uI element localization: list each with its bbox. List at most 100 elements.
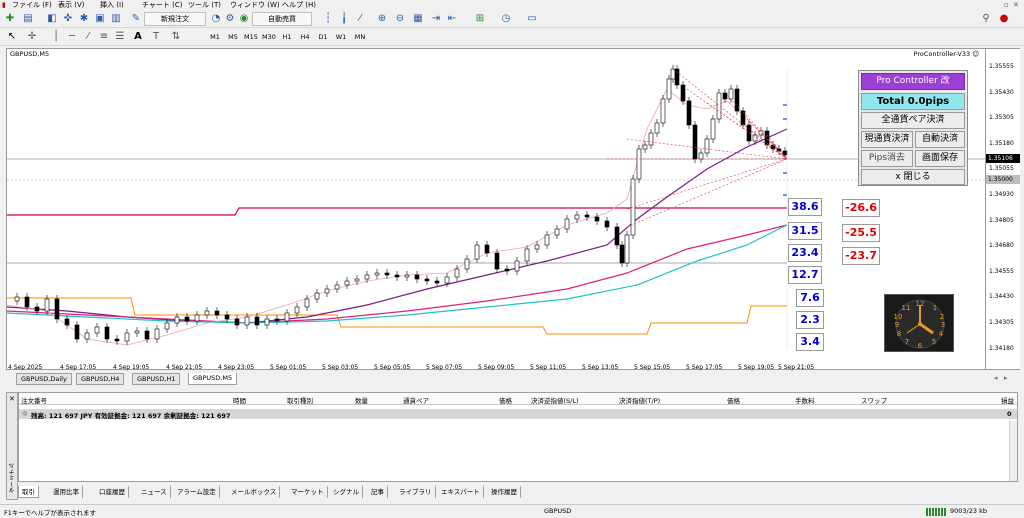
- vertical-line-icon[interactable]: │: [52, 31, 60, 42]
- col-current-price[interactable]: 価格: [727, 397, 740, 405]
- save-screen-button[interactable]: 画面保存: [915, 150, 965, 167]
- col-swap[interactable]: スワップ: [861, 397, 887, 405]
- timeframe-d1[interactable]: D1: [318, 33, 328, 41]
- text-label-icon[interactable]: T: [152, 31, 160, 42]
- tab-news[interactable]: ニュース: [138, 486, 171, 498]
- horizontal-line-icon[interactable]: ─: [68, 31, 76, 42]
- panel-close-button[interactable]: x 閉じる: [861, 169, 965, 185]
- timeframe-m30[interactable]: M30: [262, 33, 276, 41]
- close-all-pairs-button[interactable]: 全通貨ペア決済: [861, 112, 965, 129]
- tab-scroll-left-icon[interactable]: ◂: [994, 374, 998, 382]
- timeframe-w1[interactable]: W1: [335, 33, 347, 41]
- timeframe-m5[interactable]: M5: [228, 33, 238, 41]
- notification-icon[interactable]: ●: [999, 13, 1009, 24]
- new-chart-icon[interactable]: ✚: [5, 13, 15, 24]
- panel-title-label: Pro Controller 改: [876, 76, 950, 86]
- auto-trade-button[interactable]: 自動売買: [252, 12, 312, 26]
- tab-account-history[interactable]: 口座履歴: [96, 486, 129, 498]
- zoom-in-icon[interactable]: ⊕: [377, 13, 387, 24]
- zoom-out-icon[interactable]: ⊖: [395, 13, 405, 24]
- fib-fan-line: [672, 68, 788, 160]
- tab-journal[interactable]: 操作履歴: [488, 486, 521, 498]
- arrows-icon[interactable]: ⇅: [171, 31, 181, 42]
- menu-window[interactable]: ウィンドウ (W): [230, 1, 280, 9]
- chart-tab-daily[interactable]: GBPUSD,Daily: [16, 373, 72, 385]
- text-icon[interactable]: A: [134, 31, 142, 42]
- tab-market[interactable]: マーケット: [288, 486, 328, 498]
- terminal-close-icon[interactable]: ✕: [9, 395, 15, 403]
- timeframe-h1[interactable]: H1: [282, 33, 292, 41]
- timeframe-m1[interactable]: M1: [210, 33, 220, 41]
- channel-icon[interactable]: ≡: [99, 31, 109, 42]
- clear-pips-button[interactable]: Pips消去: [861, 150, 913, 167]
- data-window-icon[interactable]: ✜: [63, 13, 73, 24]
- chart-tab-m5[interactable]: GBPUSD,M5: [188, 373, 238, 385]
- tab-signals[interactable]: シグナル: [330, 486, 363, 498]
- templates-icon[interactable]: ▭: [527, 13, 537, 24]
- menu-file[interactable]: ファイル (F): [12, 1, 52, 9]
- menu-tools[interactable]: ツール (T): [188, 1, 221, 9]
- terminal-icon[interactable]: ▣: [95, 13, 105, 24]
- restore-icon[interactable]: ▫: [1004, 1, 1009, 9]
- options-icon[interactable]: ⚙: [225, 13, 235, 24]
- timeframe-h4[interactable]: H4: [300, 33, 310, 41]
- bar-chart-icon[interactable]: ┆: [324, 13, 332, 24]
- cursor-icon[interactable]: ↖: [7, 31, 17, 42]
- tab-trade[interactable]: 取引: [18, 486, 39, 498]
- tab-mailbox[interactable]: メールボックス: [228, 486, 281, 498]
- chart-tab-h1[interactable]: GBPUSD,H1: [132, 373, 181, 385]
- col-profit[interactable]: 損益: [1001, 397, 1014, 405]
- tab-exposure[interactable]: 運用比率: [50, 486, 83, 498]
- col-commission[interactable]: 手数料: [795, 397, 815, 405]
- candle-body: [454, 268, 460, 278]
- balance-row[interactable]: ◎ 残高: 121 697 JPY 有効証拠金: 121 697 余剰証拠金: …: [19, 409, 1017, 420]
- terminal-scrollbar[interactable]: [1009, 421, 1017, 481]
- col-take-profit[interactable]: 決済指値(T/P): [619, 397, 661, 405]
- app-icon[interactable]: ▮: [2, 1, 6, 9]
- signals-icon[interactable]: ◉: [239, 13, 249, 24]
- auto-scroll-icon[interactable]: ⇥: [431, 13, 441, 24]
- metaeditor-icon[interactable]: ✎: [131, 13, 141, 24]
- tab-articles[interactable]: 記事: [368, 486, 388, 498]
- search-icon[interactable]: ⚲: [982, 13, 990, 24]
- candle-body: [619, 244, 625, 264]
- profiles-icon[interactable]: ▤: [23, 13, 33, 24]
- col-volume[interactable]: 数量: [355, 397, 368, 405]
- new-order-button[interactable]: 新規注文: [144, 12, 206, 26]
- crosshair-icon[interactable]: ✛: [27, 31, 37, 42]
- market-watch-icon[interactable]: ◧: [47, 13, 57, 24]
- col-order-number[interactable]: 注文番号: [21, 397, 47, 405]
- tab-scroll-right-icon[interactable]: ▸: [1004, 374, 1008, 382]
- col-time[interactable]: 時間: [233, 397, 246, 405]
- auto-close-button[interactable]: 自動決済: [915, 131, 965, 148]
- indicators-icon[interactable]: ⊞: [475, 13, 485, 24]
- menu-insert[interactable]: 挿入 (I): [100, 1, 124, 9]
- candle-body: [314, 292, 320, 300]
- chart-shift-icon[interactable]: ⇤: [447, 13, 457, 24]
- tab-experts[interactable]: エキスパート: [438, 486, 484, 498]
- close-current-button[interactable]: 現通貨決済: [861, 131, 913, 148]
- tab-alerts[interactable]: アラーム設定: [174, 486, 220, 498]
- menu-view[interactable]: 表示 (V): [58, 1, 85, 9]
- close-icon[interactable]: ✕: [1013, 1, 1019, 9]
- navigator-icon[interactable]: ✱: [79, 13, 89, 24]
- col-type[interactable]: 取引種別: [287, 397, 313, 405]
- strategy-tester-icon[interactable]: ▥: [111, 13, 121, 24]
- price-chart[interactable]: GBPUSD,M5 ProController-V33 ☺: [6, 48, 986, 370]
- history-icon[interactable]: ◔: [211, 13, 221, 24]
- fibonacci-icon[interactable]: ☰: [115, 31, 125, 42]
- chart-tab-h4[interactable]: GBPUSD,H4: [76, 373, 125, 385]
- line-chart-icon[interactable]: ⁄: [359, 13, 361, 24]
- candle-chart-icon[interactable]: ╽: [340, 13, 348, 24]
- trendline-icon[interactable]: ⁄: [87, 31, 89, 42]
- periods-icon[interactable]: ◷: [501, 13, 511, 24]
- col-symbol[interactable]: 通貨ペア: [403, 397, 429, 405]
- timeframe-m15[interactable]: M15: [244, 33, 258, 41]
- menu-help[interactable]: ヘルプ (H): [282, 1, 316, 9]
- tile-windows-icon[interactable]: ▦: [413, 13, 423, 24]
- col-open-price[interactable]: 価格: [499, 397, 512, 405]
- col-stop-loss[interactable]: 決済逆指値(S/L): [531, 397, 579, 405]
- timeframe-mn[interactable]: MN: [354, 33, 366, 41]
- menu-chart[interactable]: チャート (C): [142, 1, 183, 9]
- tab-library[interactable]: ライブラリ: [396, 486, 436, 498]
